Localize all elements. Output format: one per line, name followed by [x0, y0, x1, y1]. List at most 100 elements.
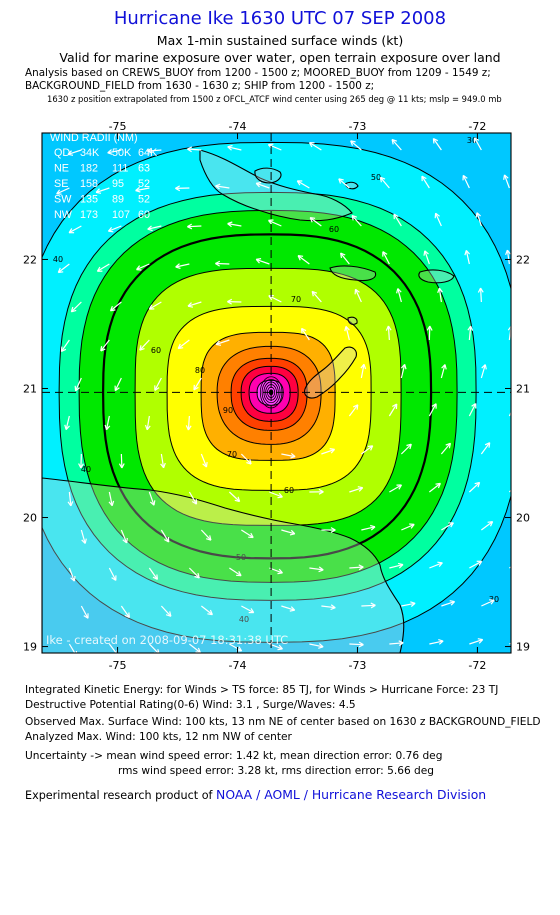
- arrow-head: [227, 301, 233, 305]
- arrow-head: [185, 425, 189, 431]
- arrow-shaft: [114, 377, 122, 391]
- arrow-head: [391, 138, 398, 142]
- arrow-head: [157, 649, 160, 653]
- arrow-head: [488, 442, 491, 448]
- uncertainty-mean: Uncertainty -> mean wind speed error: 1.…: [25, 750, 443, 762]
- arrow-head: [118, 463, 123, 469]
- arrow-shaft: [438, 288, 442, 303]
- arrow-head: [357, 486, 363, 489]
- arrow-head: [238, 646, 243, 652]
- wind-arrow: [96, 263, 110, 272]
- contour-label: 90: [223, 406, 233, 415]
- arrow-head: [382, 251, 388, 255]
- arrow-shaft: [120, 605, 130, 618]
- wind-arrow: [215, 339, 230, 346]
- wind-arrow: [321, 527, 336, 533]
- arrow-head: [147, 147, 152, 152]
- arrow-head: [477, 482, 481, 488]
- arrow-head: [522, 365, 526, 369]
- arrow-head: [60, 346, 63, 352]
- arrow-head: [531, 599, 534, 603]
- arrow-shaft: [428, 482, 441, 493]
- lon-label-bottom: -74: [229, 659, 247, 672]
- arrow-shaft: [227, 146, 242, 151]
- wind-arrow: [428, 482, 441, 493]
- lat-label-left: 21: [23, 382, 37, 395]
- arrow-shaft: [95, 187, 110, 193]
- arrow-shaft: [401, 523, 415, 531]
- arrow-head: [426, 325, 431, 331]
- arrow-shaft: [229, 643, 242, 652]
- wind-radii-cell: 135: [80, 194, 98, 206]
- wind-arrow: [228, 491, 241, 503]
- arrow-head: [256, 258, 262, 260]
- arrow-head: [437, 561, 443, 564]
- arrow-head: [250, 532, 254, 538]
- wind-radii-cell: 50K: [112, 147, 132, 159]
- wind-arrow: [480, 442, 491, 455]
- wind-arrow: [440, 442, 451, 455]
- arrow-head: [438, 640, 444, 645]
- wind-arrow: [517, 212, 522, 226]
- arrow-head: [96, 266, 101, 272]
- wind-arrow: [437, 287, 443, 303]
- arrow-head: [237, 496, 241, 502]
- arrow-head: [197, 647, 201, 653]
- arrow-head: [410, 524, 415, 529]
- arrow-shaft: [154, 377, 162, 391]
- arrow-head: [340, 252, 346, 256]
- arrow-head: [391, 139, 394, 145]
- arrow-head: [330, 607, 336, 611]
- arrow-head: [290, 456, 296, 459]
- arrow-head: [409, 444, 412, 450]
- arrow-shaft: [160, 529, 170, 543]
- arrow-shaft: [105, 415, 110, 430]
- wind-radii-cell: 158: [80, 178, 98, 190]
- destructive-potential-rating: Destructive Potential Rating(0-6) Wind: …: [25, 699, 356, 711]
- wind-radii-cell: QD: [54, 147, 70, 159]
- position-note: 1630 z position extrapolated from 1500 z…: [47, 94, 502, 104]
- wind-arrow: [281, 605, 296, 612]
- wind-arrow: [382, 251, 390, 265]
- contour-label: 30: [489, 595, 499, 604]
- wind-arrow: [57, 263, 70, 274]
- lon-label-top: -75: [109, 120, 127, 133]
- hispaniola-coast: [199, 149, 353, 222]
- arrow-head: [111, 577, 117, 581]
- wind-radii-cell: 107: [112, 209, 130, 221]
- analysis-sources-line-1: Analysis based on CREWS_BUOY from 1200 -…: [25, 67, 491, 79]
- arrow-head: [308, 142, 313, 148]
- wind-radii-cell: SE: [54, 178, 68, 190]
- wind-arrow: [193, 377, 202, 391]
- arrow-shaft: [429, 562, 443, 569]
- wind-arrow: [74, 377, 82, 392]
- arrow-head: [478, 560, 483, 566]
- wind-arrow: [175, 263, 190, 269]
- arrow-head: [487, 521, 493, 523]
- arrow-shaft: [321, 605, 336, 609]
- arrow-head: [215, 183, 221, 187]
- arrow-shaft: [57, 263, 70, 273]
- wind-arrow: [135, 186, 150, 193]
- arrow-shaft: [148, 491, 155, 506]
- arrow-shaft: [361, 604, 376, 607]
- arrow-shaft: [338, 178, 350, 189]
- hrd-link[interactable]: NOAA / AOML / Hurricane Research Divisio…: [216, 787, 487, 802]
- arrow-head: [329, 448, 335, 450]
- arrow-shaft: [80, 529, 86, 544]
- arrow-head: [344, 326, 347, 332]
- arrow-shaft: [67, 149, 82, 155]
- arrow-shaft: [474, 137, 482, 151]
- arrow-head: [128, 612, 130, 618]
- arrow-shaft: [389, 642, 404, 645]
- arrow-shaft: [108, 567, 117, 581]
- arrow-head: [147, 228, 153, 232]
- wind-arrow: [467, 325, 474, 341]
- arrow-head: [470, 325, 474, 331]
- arrow-shaft: [147, 149, 162, 152]
- arrow-shaft: [256, 258, 270, 265]
- wind-arrow: [296, 180, 310, 189]
- arrow-shaft: [268, 144, 282, 151]
- wind-arrow: [148, 301, 162, 310]
- wind-radii-cell: 60: [138, 209, 150, 221]
